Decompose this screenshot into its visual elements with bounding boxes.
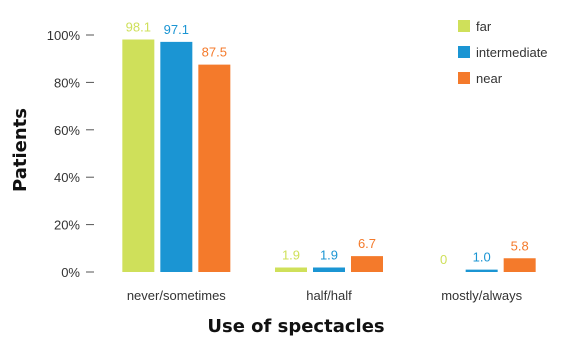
y-tick-label: 100% (47, 28, 81, 43)
legend-label: far (476, 19, 492, 34)
data-label: 1.0 (473, 250, 491, 265)
y-tick-label: 80% (54, 75, 80, 90)
data-label: 5.8 (511, 238, 529, 253)
y-tick-label: 0% (61, 265, 80, 280)
legend-label: intermediate (476, 45, 548, 60)
data-label: 97.1 (164, 22, 189, 37)
x-tick-label: never/sometimes (127, 288, 226, 303)
x-tick-label: half/half (306, 288, 352, 303)
bar-near-1 (351, 256, 383, 272)
bar-far-0 (122, 39, 155, 273)
y-axis-title: Patients (10, 108, 31, 192)
x-axis-title: Use of spectacles (207, 316, 384, 337)
bar-intermediate-1 (313, 267, 345, 272)
data-label: 0 (440, 252, 447, 267)
bar-far-1 (275, 267, 307, 272)
x-axis: never/sometimes half/half mostly/always (127, 288, 523, 303)
value-labels-group: 98.1 97.1 87.5 1.9 1.9 6.7 0 1.0 5.8 (126, 20, 529, 267)
bar-intermediate-0 (160, 41, 193, 272)
data-label: 6.7 (358, 236, 376, 251)
legend-swatch-intermediate (458, 46, 470, 58)
bar-near-2 (503, 258, 536, 272)
bar-intermediate-2 (465, 269, 498, 272)
bars-group (122, 39, 536, 273)
data-label: 87.5 (202, 45, 227, 60)
data-label: 98.1 (126, 20, 151, 35)
y-tick-label: 60% (54, 123, 80, 138)
data-label: 1.9 (282, 247, 300, 262)
bar-near-0 (198, 64, 231, 272)
legend-swatch-near (458, 72, 470, 84)
legend: far intermediate near (458, 19, 548, 86)
legend-swatch-far (458, 20, 470, 32)
y-axis: 0% 20% 40% 60% 80% 100% (47, 28, 94, 280)
legend-label: near (476, 71, 503, 86)
x-tick-label: mostly/always (441, 288, 522, 303)
y-tick-label: 20% (54, 218, 80, 233)
data-label: 1.9 (320, 247, 338, 262)
y-tick-label: 40% (54, 170, 80, 185)
